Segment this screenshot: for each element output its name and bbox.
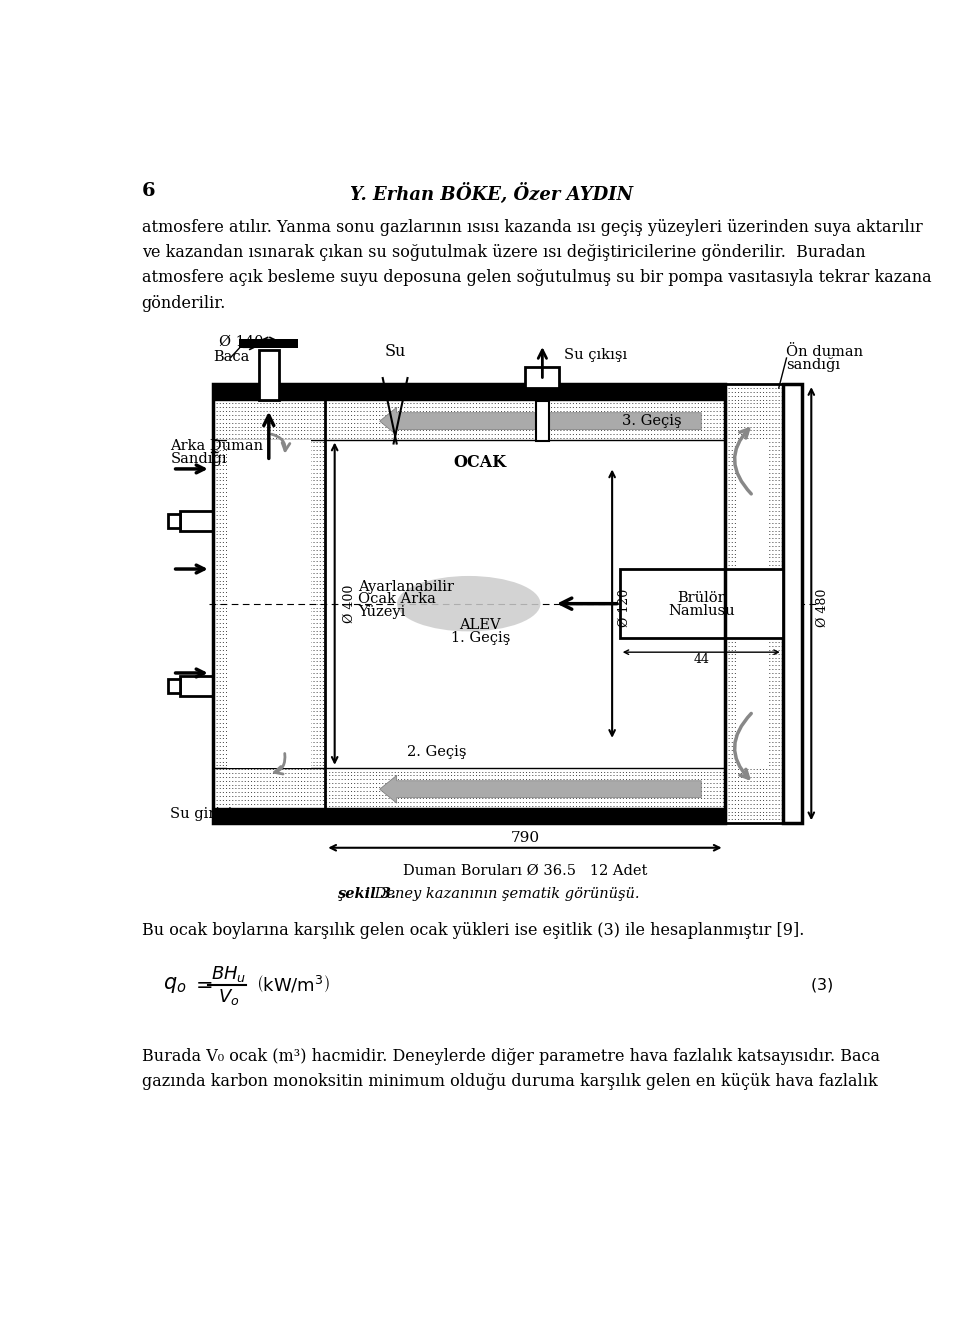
Text: şekil 3.: şekil 3. [337,886,396,901]
Bar [168,679,180,693]
Text: Y. Erhan BÖKE, Özer AYDIN: Y. Erhan BÖKE, Özer AYDIN [350,182,634,204]
Text: $(3)$: $(3)$ [809,976,833,994]
Text: Su girişi: Su girişi [170,807,233,821]
Text: Duman Boruları Ø 36.5   12 Adet: Duman Boruları Ø 36.5 12 Adet [403,864,647,878]
Text: ve kazandan ısınarak çıkan su soğutulmak üzere ısı değiştiricilerine gönderilir.: ve kazandan ısınarak çıkan su soğutulmak… [142,244,865,261]
Text: Brülör: Brülör [678,590,725,605]
Bar [239,339,299,349]
Text: 3. Geçiş: 3. Geçiş [622,414,682,428]
Text: atmosfere açık besleme suyu deposuna gelen soğutulmuş su bir pompa vasıtasıyla t: atmosfere açık besleme suyu deposuna gel… [142,270,931,287]
Text: Ocak Arka: Ocak Arka [358,591,436,606]
Text: Ayarlanabilir: Ayarlanabilir [358,579,454,594]
Bar [213,385,325,823]
Bar [213,385,325,823]
Text: $BH_u$: $BH_u$ [210,964,246,984]
Text: Bu ocak boylarına karşılık gelen ocak yükleri ise eşitlik (3) ile hesaplanmıştır: Bu ocak boylarına karşılık gelen ocak yü… [142,921,804,939]
Text: 6: 6 [142,182,156,201]
Text: Sandığı: Sandığı [170,451,227,465]
Text: $q_o$: $q_o$ [162,975,186,995]
Bar [213,807,725,823]
Text: 790: 790 [511,830,540,845]
Text: atmosfere atılır. Yanma sonu gazlarının ısısı kazanda ısı geçiş yüzeyleri üzerin: atmosfere atılır. Yanma sonu gazlarının … [142,219,923,236]
Bar [227,440,311,767]
Text: ALEV: ALEV [460,618,501,632]
Ellipse shape [397,575,540,632]
Text: $V_o$: $V_o$ [219,987,240,1007]
Text: Ø 480: Ø 480 [816,589,828,626]
Text: 1. Geçiş: 1. Geçiş [450,630,510,645]
Bar [325,440,725,767]
Bar [168,515,180,528]
Bar [180,511,213,531]
Bar [620,569,782,638]
Bar [213,400,725,440]
Text: Ø 400: Ø 400 [343,585,355,622]
Text: Ø 120: Ø 120 [618,589,632,626]
Text: gazında karbon monoksitin minimum olduğu duruma karşılık gelen en küçük hava faz: gazında karbon monoksitin minimum olduğu… [142,1073,877,1090]
Text: OCAK: OCAK [454,455,507,471]
Text: Yüzeyi: Yüzeyi [358,605,405,620]
Bar [213,385,725,400]
Text: gönderilir.: gönderilir. [142,295,226,312]
Text: Ø 140: Ø 140 [219,335,264,349]
Text: Su çıkışı: Su çıkışı [564,347,627,362]
Text: $=$: $=$ [190,975,212,994]
Bar [259,350,278,400]
Bar [213,385,725,823]
Bar [525,366,560,388]
Text: $\left(\mathrm{kW/m^3}\right)$: $\left(\mathrm{kW/m^3}\right)$ [255,975,329,995]
Text: Su: Su [384,343,406,361]
Text: 2. Geçiş: 2. Geçiş [407,746,467,759]
Text: Ön duman: Ön duman [786,345,864,359]
Text: 44: 44 [693,653,709,666]
Text: Burada V₀ ocak (m³) hacmidir. Deneylerde diğer parametre hava fazlalık katsayısı: Burada V₀ ocak (m³) hacmidir. Deneylerde… [142,1047,879,1065]
Bar [537,401,548,441]
Polygon shape [379,775,701,803]
Bar [213,767,725,807]
Bar [725,385,782,823]
Text: Baca: Baca [213,350,250,365]
Polygon shape [379,408,701,434]
Bar [180,676,213,696]
Bar [782,385,802,823]
Text: Namlusu: Namlusu [668,603,734,618]
Text: Arka Duman: Arka Duman [170,439,263,453]
Bar [738,440,769,767]
Bar [213,400,725,440]
Bar [213,767,725,807]
Text: Deney kazanının şematik görünüşü.: Deney kazanının şematik görünüşü. [370,886,639,901]
Text: sandığı: sandığı [786,357,841,371]
Bar [725,385,782,823]
